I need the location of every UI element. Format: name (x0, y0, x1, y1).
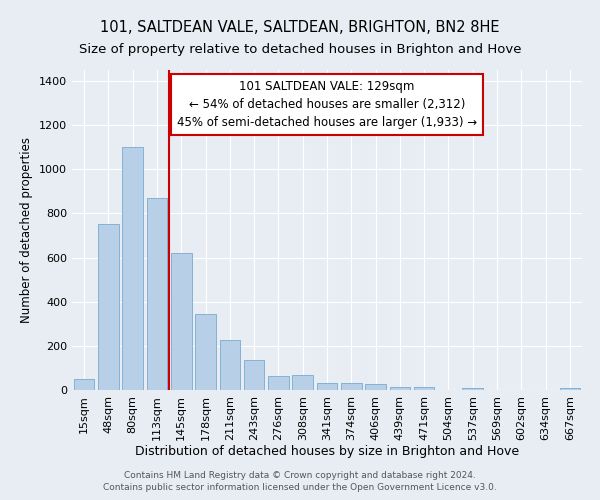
Bar (365, 384, 386, 390)
Bar (317, 384, 337, 390)
Text: 101 SALTDEAN VALE: 129sqm
← 54% of detached houses are smaller (2,312)
45% of se: 101 SALTDEAN VALE: 129sqm ← 54% of detac… (177, 80, 477, 128)
Text: 101, SALTDEAN VALE, SALTDEAN, BRIGHTON, BN2 8HE: 101, SALTDEAN VALE, SALTDEAN, BRIGHTON, … (100, 20, 500, 35)
Bar (414, 386, 434, 390)
Bar (244, 360, 265, 390)
Bar (220, 340, 240, 390)
Y-axis label: Number of detached properties: Number of detached properties (20, 137, 34, 323)
X-axis label: Distribution of detached houses by size in Brighton and Hove: Distribution of detached houses by size … (135, 446, 519, 458)
Bar (122, 147, 143, 390)
Bar (463, 388, 483, 390)
Bar (146, 198, 167, 390)
Bar (195, 314, 216, 390)
Bar (74, 379, 94, 390)
Text: Size of property relative to detached houses in Brighton and Hove: Size of property relative to detached ho… (79, 42, 521, 56)
Bar (98, 224, 119, 390)
Text: Contains public sector information licensed under the Open Government Licence v3: Contains public sector information licen… (103, 484, 497, 492)
Bar (389, 386, 410, 390)
Bar (171, 253, 191, 390)
Bar (268, 376, 289, 390)
Bar (341, 384, 362, 390)
Text: Contains HM Land Registry data © Crown copyright and database right 2024.: Contains HM Land Registry data © Crown c… (124, 471, 476, 480)
Bar (292, 374, 313, 390)
Bar (560, 388, 580, 390)
